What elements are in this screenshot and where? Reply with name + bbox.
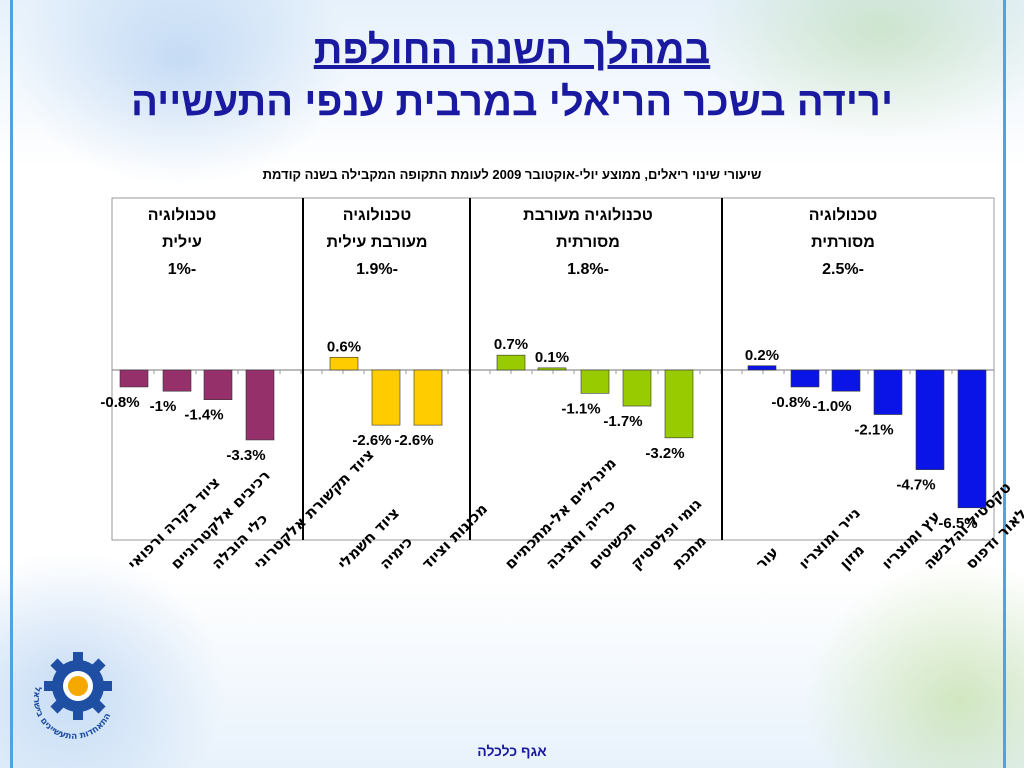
bar-4-2 (790, 369, 820, 388)
bar-3-1 (496, 354, 526, 371)
group-label-4-line-1: טכנולוגיה (809, 206, 878, 224)
bar-4-1 (747, 365, 777, 371)
bar-2-1 (329, 356, 359, 371)
group-label-3-line-3: -1.8% (567, 261, 609, 278)
value-label-3-3: -1.1% (561, 400, 600, 417)
bar-1-2 (162, 369, 192, 392)
bar-3-4 (622, 369, 652, 407)
right-frame-line (1003, 0, 1006, 768)
group-label-2-line-1: טכנולוגיה (343, 206, 412, 224)
value-label-3-4: -1.7% (603, 413, 642, 430)
value-label-3-5: -3.2% (645, 445, 684, 462)
chart-title: שיעורי שינוי ריאלים, ממוצע יולי-אוקטובר … (262, 167, 762, 182)
bar-4-6 (957, 369, 987, 509)
slide-title-line-1: במהלך השנה החולפת (313, 28, 711, 72)
value-label-4-5: -4.7% (896, 477, 935, 494)
group-label-1-line-2: עילית (162, 233, 202, 251)
category-label-4-1: עור (752, 543, 782, 573)
group-label-3-line-1: טכנולוגיה מעורבת (523, 206, 653, 224)
value-label-3-2: 0.1% (535, 349, 569, 366)
value-label-1-1: -0.8% (100, 394, 139, 411)
bar-4-3 (831, 369, 861, 392)
manufacturers-association-logo-icon: התאחדות התעשיינים בישראל (31, 652, 113, 742)
value-label-1-4: -3.3% (226, 447, 265, 464)
group-label-4-line-2: מסורתית (811, 234, 875, 251)
bar-3-2 (537, 367, 567, 371)
group-label-4-line-3: -2.5% (822, 261, 864, 278)
bar-3-3 (580, 369, 610, 394)
bar-4-4 (873, 369, 903, 415)
left-frame-line (10, 0, 13, 768)
bar-1-3 (203, 369, 233, 400)
value-label-4-4: -2.1% (854, 422, 893, 439)
footer-department: אגף כלכלה (477, 743, 547, 759)
value-label-4-3: -1.0% (812, 398, 851, 415)
value-label-4-1: 0.2% (745, 347, 779, 364)
group-label-3-line-2: מסורתית (556, 234, 620, 251)
group-label-1-line-3: -1% (168, 261, 196, 278)
bar-1-4 (245, 369, 275, 441)
bar-2-3 (413, 369, 443, 426)
value-label-2-2: -2.6% (352, 432, 391, 449)
bar-4-5 (915, 369, 945, 470)
value-label-1-2: -1% (150, 398, 177, 415)
category-label-4-3: מזון (836, 541, 868, 573)
slide-title-line-2: ירידה בשכר הריאלי במרבית ענפי התעשייה (130, 80, 894, 124)
value-label-2-1: 0.6% (327, 338, 361, 355)
value-label-2-3: -2.6% (394, 432, 433, 449)
group-label-2-line-2: מעורבת עילית (327, 233, 428, 251)
value-label-4-2: -0.8% (771, 394, 810, 411)
value-label-4-6: -6.5% (938, 515, 977, 532)
value-label-1-3: -1.4% (184, 407, 223, 424)
bar-1-1 (119, 369, 149, 388)
group-label-1-line-1: טכנולוגיה (148, 206, 217, 224)
value-label-3-1: 0.7% (494, 336, 528, 353)
bar-3-5 (664, 369, 694, 439)
group-label-2-line-3: -1.9% (356, 261, 398, 278)
bar-2-2 (371, 369, 401, 426)
